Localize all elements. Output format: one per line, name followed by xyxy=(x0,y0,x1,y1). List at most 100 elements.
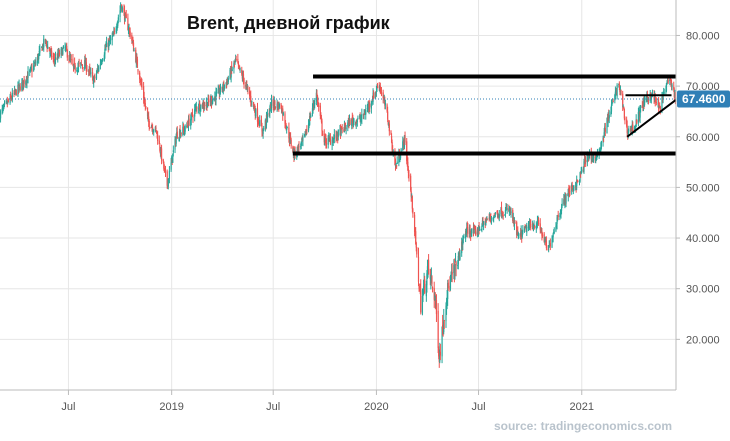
x-tick-label: Jul xyxy=(471,401,485,413)
candle-up xyxy=(62,48,64,55)
current-price-tag-background xyxy=(677,90,730,108)
y-tick-label: 80.000 xyxy=(686,30,720,42)
candle-down xyxy=(235,59,237,61)
candle-up xyxy=(308,124,310,126)
candle-up xyxy=(614,91,617,97)
candle-down xyxy=(670,81,673,88)
candle-down xyxy=(321,130,324,135)
candle-up xyxy=(39,48,41,53)
candle-down xyxy=(429,269,431,280)
candle-up xyxy=(206,104,209,108)
candle-up xyxy=(7,100,9,103)
candle-up xyxy=(596,157,598,159)
x-tick-label: 2019 xyxy=(159,401,183,413)
candle-up xyxy=(255,109,257,117)
candle-up xyxy=(42,44,44,50)
candle-down xyxy=(514,222,516,224)
candle-down xyxy=(10,98,12,100)
candle-up xyxy=(671,85,673,87)
candle-up xyxy=(77,64,80,68)
y-tick-label: 60.000 xyxy=(686,132,720,144)
candle-up xyxy=(400,149,402,154)
candle-up xyxy=(345,127,347,130)
candle-up xyxy=(602,137,604,143)
candle-down xyxy=(191,112,194,116)
candle-down xyxy=(141,83,143,88)
candle-up xyxy=(300,141,302,146)
candle-down xyxy=(341,126,343,128)
candle-up xyxy=(315,92,318,102)
candle-down xyxy=(325,139,327,145)
current-price-tag: 67.4600 xyxy=(677,90,730,108)
candle-up xyxy=(172,150,174,152)
candle-up xyxy=(608,115,610,119)
candle-down xyxy=(359,117,361,120)
candle-up xyxy=(302,136,304,141)
y-tick-labels: 80.000 70.000 60.000 50.000 40.000 30.000 20.0… xyxy=(676,30,720,346)
candle-up xyxy=(27,71,29,79)
candle-down xyxy=(604,128,606,132)
candle-down xyxy=(125,14,127,19)
candle-up xyxy=(168,170,171,179)
candle-down xyxy=(132,42,135,52)
candle-down xyxy=(88,70,90,72)
candle-up xyxy=(269,110,271,114)
candle-up xyxy=(426,273,428,286)
candle-down xyxy=(247,87,249,90)
candle-up xyxy=(559,215,561,217)
candle-up xyxy=(259,120,261,127)
candle-up xyxy=(34,62,36,64)
candle-down xyxy=(199,102,201,111)
candle-down xyxy=(655,101,657,103)
candle-up xyxy=(351,118,353,126)
candle-down xyxy=(417,256,420,282)
candle-up xyxy=(81,64,83,66)
candle-down xyxy=(144,102,146,107)
candle-up xyxy=(314,102,316,104)
y-tick-label: 50.000 xyxy=(686,182,720,194)
candle-up xyxy=(73,64,75,68)
candle-up xyxy=(399,157,401,160)
candle-up xyxy=(168,178,170,180)
candle-down xyxy=(15,89,17,96)
candle-up xyxy=(553,231,555,233)
candle-down xyxy=(256,108,259,122)
candle-up xyxy=(17,84,19,97)
candle-up xyxy=(262,128,264,134)
candle-up xyxy=(661,97,663,111)
candle-up xyxy=(521,230,523,237)
candle-down xyxy=(204,105,206,107)
candle-down xyxy=(318,103,320,107)
x-tick-labels: Jul 2019 Jul 2020 Jul 2021 xyxy=(61,390,594,413)
candle-down xyxy=(91,72,94,77)
candle-down xyxy=(129,31,131,37)
candle-up xyxy=(651,95,653,98)
candle-down xyxy=(408,174,410,177)
candle-down xyxy=(486,218,489,220)
candle-up xyxy=(115,28,117,32)
candle-down xyxy=(274,106,277,108)
candle-up xyxy=(305,130,307,136)
candle-down xyxy=(249,90,251,97)
candle-up xyxy=(556,217,558,224)
candle-down xyxy=(320,114,322,119)
candle-up xyxy=(347,122,349,127)
candle-down xyxy=(447,282,449,289)
candle-up xyxy=(600,147,602,152)
candle-up xyxy=(76,70,79,72)
candle-up xyxy=(461,241,463,254)
candle-up xyxy=(1,108,3,111)
candle-down xyxy=(410,191,412,197)
candle-down xyxy=(53,57,55,59)
candle-down xyxy=(254,107,256,112)
candle-down xyxy=(85,62,87,71)
candle-up xyxy=(658,105,660,108)
candle-down xyxy=(387,111,389,120)
candle-down xyxy=(135,49,137,63)
candle-down xyxy=(438,351,440,357)
candle-down xyxy=(159,145,161,151)
candle-down xyxy=(34,63,36,65)
candle-up xyxy=(11,92,13,99)
candle-down xyxy=(413,214,416,232)
candle-up xyxy=(178,137,180,139)
